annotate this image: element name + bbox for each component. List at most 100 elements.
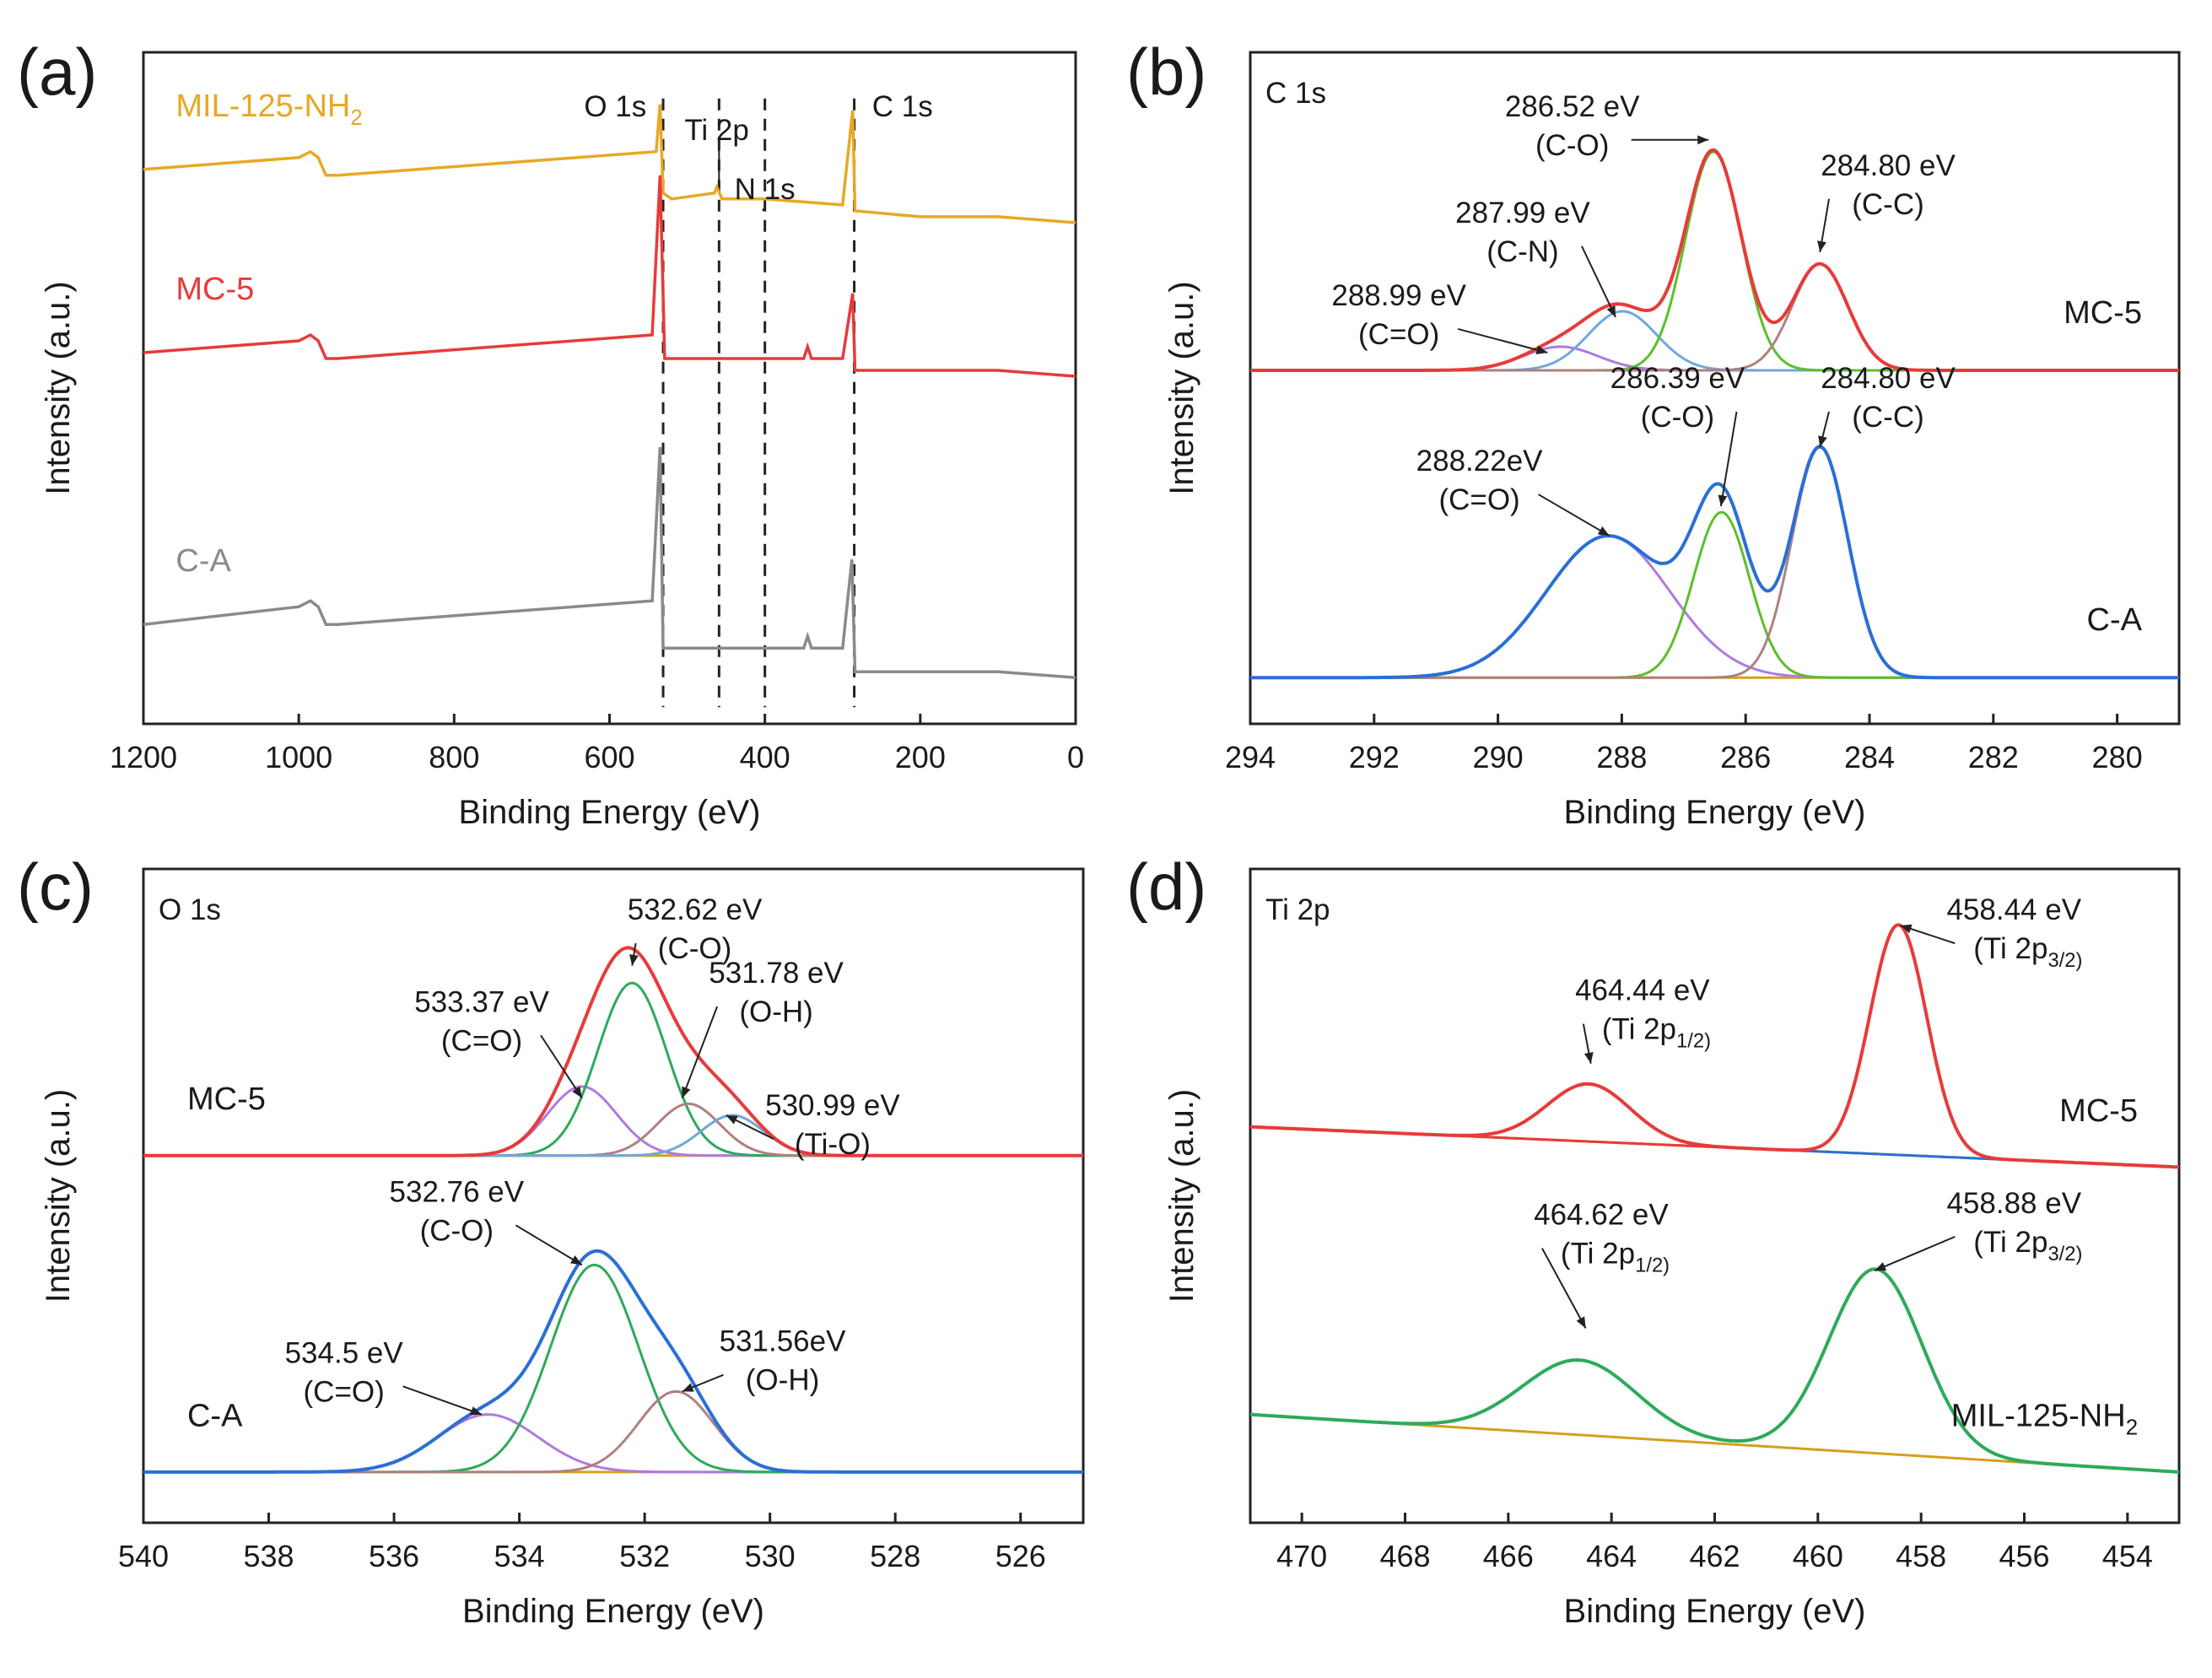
x-tick-label: 400 (740, 740, 790, 774)
annotation-assignment: (Ti 2p3/2) (1973, 932, 2082, 972)
annotation-arrowhead (726, 1115, 738, 1125)
annotation-assignment: (Ti 2p1/2) (1561, 1238, 1670, 1277)
annotation-assignment: (C-O) (1535, 129, 1609, 162)
annotation-energy: 288.99 eV (1331, 279, 1466, 312)
annotation-arrowhead (1875, 1262, 1887, 1271)
sample-label: MC-5 (187, 1082, 266, 1117)
annotation-arrowhead (570, 1255, 582, 1265)
annotation-assignment: (Ti 2p1/2) (1602, 1013, 1711, 1053)
annotation-arrowhead (682, 1086, 691, 1098)
x-axis-label: Binding Energy (eV) (462, 1593, 764, 1630)
annotation-arrowhead (1597, 526, 1610, 537)
annotation-assignment: (C-C) (1852, 401, 1924, 434)
annotation-assignment-sub: 3/2) (2047, 1243, 2082, 1265)
sample-label: MC-5 (2059, 1093, 2138, 1129)
annotation-energy: 464.62 eV (1534, 1199, 1669, 1232)
annotation-arrow (1874, 1236, 1956, 1272)
component-peak (143, 1114, 1083, 1157)
annotation-energy: 287.99 eV (1455, 197, 1590, 229)
y-axis-label: Intensity (a.u.) (40, 1089, 77, 1303)
panel-label: (a) (17, 35, 97, 109)
annotation-energy: 531.78 eV (709, 957, 844, 990)
annotation-assignment-sub: 3/2) (2047, 949, 2082, 972)
series-label-main: MIL-125-NH (175, 89, 350, 124)
annotation-assignment-sub: 1/2) (1635, 1254, 1670, 1277)
annotation-assignment-main: (Ti 2p (1973, 1226, 2047, 1259)
region-label: O 1s (159, 893, 221, 926)
survey-line-MC-5 (143, 175, 1076, 378)
panel-c: 540 538 536 534 532 530 528 526 Binding Energy (… (17, 850, 1085, 1630)
x-tick-label: 460 (1793, 1539, 1843, 1573)
peak-pointer (762, 207, 766, 212)
x-tick-label: 456 (1999, 1539, 2049, 1573)
x-tick-label: 294 (1225, 740, 1276, 774)
annotation-assignment: (C-O) (420, 1214, 494, 1247)
plot-frame-c (142, 867, 1085, 1524)
annotation-assignment: (O-H) (746, 1364, 819, 1397)
x-tick-label: 528 (870, 1539, 920, 1573)
annotation-energy: 286.39 eV (1610, 362, 1745, 395)
x-tick-label: 464 (1586, 1539, 1637, 1573)
x-tick-label: 292 (1349, 740, 1400, 774)
annotation-arrow (540, 1034, 583, 1099)
x-tick-label: 284 (1844, 740, 1895, 774)
component-peak (1249, 1082, 2180, 1168)
x-tick-label: 470 (1276, 1539, 1327, 1573)
sample-label: MIL-125-NH2 (1951, 1398, 2138, 1439)
peak-label: N 1s (735, 173, 796, 206)
annotation-assignment: (C-N) (1486, 235, 1559, 268)
annotation-arrowhead (1697, 135, 1709, 145)
annotation-assignment-main: (Ti 2p (1973, 932, 2047, 965)
peak-label: O 1s (584, 90, 646, 123)
annotation-arrowhead (682, 1383, 694, 1392)
annotation-energy: 286.52 eV (1505, 90, 1640, 123)
component-peak (143, 1413, 1083, 1474)
series-label-main: MC-5 (175, 272, 254, 307)
x-tick-label: 538 (243, 1539, 294, 1573)
envelope-curve (1250, 445, 2179, 680)
annotation-arrow (681, 1006, 719, 1098)
annotation-energy: 533.37 eV (414, 985, 549, 1018)
annotation-assignment-main: (Ti 2p (1561, 1238, 1635, 1271)
x-axis-label: Binding Energy (eV) (459, 794, 761, 831)
annotation-assignment: (Ti-O) (795, 1128, 871, 1161)
annotation-arrowhead (629, 954, 639, 966)
x-tick-label: 288 (1596, 740, 1647, 774)
x-tick-label: 286 (1720, 740, 1771, 774)
x-tick-label: 530 (745, 1539, 796, 1573)
panel-b: 294 292 290 288 286 284 282 280 Binding Energy (… (1126, 35, 2181, 831)
x-tick-label: 1000 (265, 740, 332, 774)
annotation-arrow (1541, 1248, 1587, 1329)
x-axis-label: Binding Energy (eV) (1564, 794, 1866, 831)
annotation-arrow (1457, 327, 1548, 353)
sample-label-main: MIL-125-NH (1951, 1398, 2126, 1433)
annotation-arrowhead (1817, 240, 1826, 252)
annotation-arrowhead (1818, 435, 1827, 448)
x-tick-label: 280 (2092, 740, 2143, 774)
annotation-energy: 284.80 eV (1821, 362, 1956, 395)
x-tick-label: 290 (1473, 740, 1524, 774)
panel-label: (c) (17, 850, 94, 924)
envelope-curve (1249, 1267, 2180, 1474)
annotation-arrowhead (1535, 345, 1548, 354)
component-peak (1250, 445, 2179, 679)
component-peak (143, 1389, 1083, 1474)
x-tick-label: 454 (2102, 1539, 2153, 1573)
annotation-energy: 532.76 eV (390, 1175, 525, 1208)
annotation-arrow (1719, 411, 1738, 507)
envelope-curve (1250, 148, 2179, 372)
annotation-energy: 530.99 eV (765, 1089, 900, 1122)
panel-label: (d) (1126, 850, 1206, 924)
y-axis-label: Intensity (a.u.) (40, 281, 77, 494)
annotation-assignment: (Ti 2p3/2) (1973, 1226, 2082, 1265)
sample-label-sub: 2 (2126, 1416, 2138, 1439)
annotation-energy: 284.80 eV (1821, 149, 1956, 182)
x-tick-label: 458 (1896, 1539, 1946, 1573)
series-label-main: C-A (175, 543, 231, 579)
x-tick-label: 462 (1689, 1539, 1740, 1573)
annotation-energy: 458.88 eV (1946, 1187, 2081, 1220)
annotation-energy: 464.44 eV (1575, 974, 1710, 1007)
sample-label: C-A (2087, 602, 2143, 638)
annotation-energy: 531.56eV (720, 1325, 847, 1358)
